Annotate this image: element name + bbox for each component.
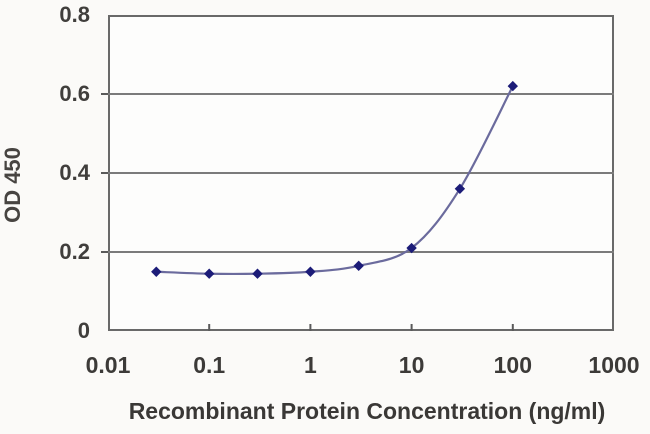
curve-canvas xyxy=(101,80,614,331)
data-point-marker xyxy=(353,260,364,272)
plot-area xyxy=(101,15,614,331)
x-tick-label: 0.01 xyxy=(85,352,131,378)
data-point-marker xyxy=(406,242,417,254)
y-tick-label: 0 xyxy=(77,318,90,343)
x-tick-label: 10 xyxy=(398,352,425,378)
y-tick-label: 0.8 xyxy=(59,2,90,27)
x-tick-label: 100 xyxy=(493,352,532,378)
data-point-marker xyxy=(204,268,215,279)
x-tick-label: 1000 xyxy=(588,352,640,378)
x-axis-title: Recombinant Protein Concentration (ng/ml… xyxy=(128,398,606,424)
series-line xyxy=(156,85,514,276)
y-tick-label: 0.4 xyxy=(59,160,90,185)
data-point-marker xyxy=(252,268,263,279)
x-tick-label: 1 xyxy=(303,352,317,378)
y-tick-label: 0.6 xyxy=(59,81,90,106)
data-point-marker xyxy=(151,266,162,277)
y-tick-label: 0.2 xyxy=(59,239,90,264)
data-point-marker xyxy=(454,183,466,194)
x-tick-label: 0.1 xyxy=(193,352,226,378)
data-point-marker xyxy=(305,266,316,277)
data-point-marker xyxy=(507,80,518,92)
